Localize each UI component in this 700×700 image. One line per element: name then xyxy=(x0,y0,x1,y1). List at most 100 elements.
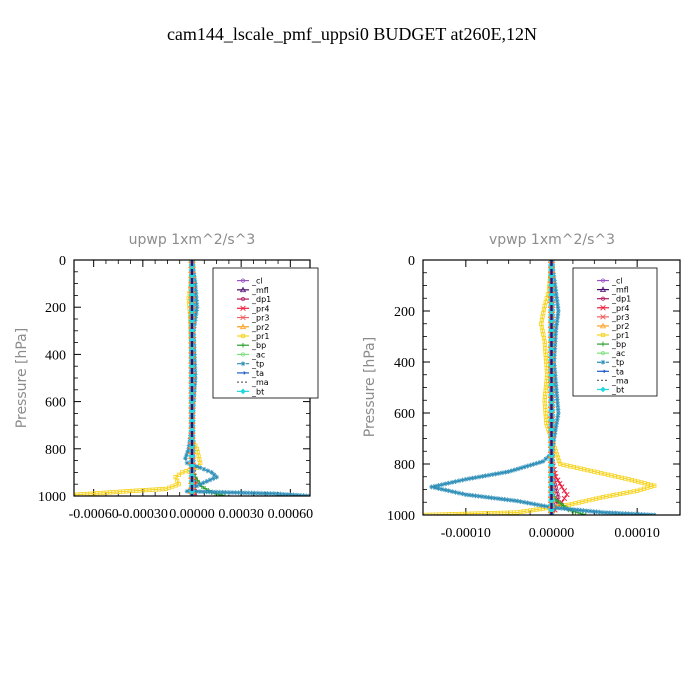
data-point-marker xyxy=(531,501,537,507)
data-point-marker xyxy=(619,511,625,515)
legend-item: _dp1 xyxy=(597,295,631,304)
legend-box xyxy=(212,267,319,399)
y-tick-label: 400 xyxy=(45,348,66,363)
data-point-marker xyxy=(240,314,246,321)
data-point-marker xyxy=(553,329,559,334)
data-point-marker xyxy=(613,510,619,515)
legend-label: _bt xyxy=(251,387,264,396)
data-point-marker xyxy=(176,472,181,477)
data-point-marker xyxy=(531,461,536,467)
data-point-marker xyxy=(469,492,475,498)
data-point-marker xyxy=(184,460,190,466)
data-point-marker xyxy=(559,484,565,490)
data-point-marker xyxy=(463,492,469,497)
legend-label: _cl xyxy=(251,277,263,286)
data-point-marker xyxy=(554,420,560,426)
legend-item: _cl xyxy=(237,277,263,286)
data-point-marker xyxy=(626,511,631,515)
data-point-marker xyxy=(553,335,558,341)
data-point-marker xyxy=(185,449,191,455)
data-point-marker xyxy=(261,490,267,496)
legend-label: _ma xyxy=(611,376,629,385)
data-point-marker xyxy=(553,424,559,429)
data-point-marker xyxy=(555,400,560,406)
data-point-marker xyxy=(554,318,560,324)
data-point-marker xyxy=(552,284,558,290)
data-point-marker xyxy=(535,502,541,508)
data-point-marker xyxy=(240,333,246,339)
y-tick-label: 1000 xyxy=(38,490,66,505)
legend-item: _pr2 xyxy=(597,322,629,331)
data-point-marker xyxy=(553,325,559,331)
data-point-marker xyxy=(183,455,188,461)
data-point-marker xyxy=(193,294,199,300)
data-point-marker xyxy=(553,427,558,433)
legend-item: _mfl xyxy=(237,286,269,295)
data-point-marker xyxy=(240,342,246,348)
data-point-marker xyxy=(473,493,478,499)
legend-item: _ac xyxy=(597,349,625,358)
data-point-marker xyxy=(436,483,441,488)
data-point-marker xyxy=(265,491,270,496)
y-tick-label: 200 xyxy=(394,305,415,320)
data-point-marker xyxy=(449,479,455,485)
series-line xyxy=(423,260,657,515)
data-point-marker xyxy=(258,490,264,496)
data-point-marker xyxy=(281,491,287,496)
data-point-marker xyxy=(498,496,504,502)
legend-item: _pr4 xyxy=(597,304,629,313)
data-point-marker xyxy=(483,473,489,479)
data-point-marker xyxy=(213,489,219,495)
data-point-marker xyxy=(553,386,559,392)
data-point-marker xyxy=(195,477,200,483)
data-point-marker xyxy=(597,509,603,515)
legend-item: _cl xyxy=(597,277,623,286)
data-point-marker xyxy=(201,466,207,472)
data-point-marker xyxy=(600,341,606,347)
data-point-marker xyxy=(485,494,491,500)
tick-group-upwp: 0 200 400 600 800 1000-0.00060-0.00030 0.00000… xyxy=(38,254,313,522)
data-point-marker xyxy=(242,490,248,496)
data-point-marker xyxy=(555,315,560,321)
x-tick-label: 0.00010 xyxy=(614,526,660,541)
legend-label: _ta xyxy=(611,367,624,376)
y-tick-label: 600 xyxy=(394,407,415,422)
data-point-marker xyxy=(639,511,644,515)
data-point-marker xyxy=(578,507,583,513)
legend-item: _bp xyxy=(597,340,626,349)
legend-item: _ta xyxy=(597,367,624,376)
data-point-marker xyxy=(204,478,210,484)
legend-label: _tp xyxy=(611,358,624,367)
x-tick-label: 0.00060 xyxy=(268,507,314,522)
legend-label: _pr3 xyxy=(251,314,269,323)
y-tick-label: 1000 xyxy=(387,509,415,524)
data-point-marker xyxy=(492,495,498,501)
data-point-marker xyxy=(446,480,452,486)
legend-item: _pr1 xyxy=(597,331,629,340)
data-point-marker xyxy=(545,504,551,510)
data-point-marker xyxy=(528,462,533,468)
data-point-marker xyxy=(583,512,589,515)
data-point-marker xyxy=(470,475,475,481)
legend-label: _ac xyxy=(611,349,625,358)
data-point-marker xyxy=(439,482,445,488)
data-point-marker xyxy=(240,371,247,375)
data-point-marker xyxy=(211,472,217,478)
data-point-marker xyxy=(493,471,498,477)
data-point-marker xyxy=(564,491,570,498)
legend-item: _mfl xyxy=(597,286,629,295)
data-point-marker xyxy=(291,492,297,496)
legend-item: _pr4 xyxy=(237,304,269,313)
legend-label: _pr2 xyxy=(611,322,629,331)
data-point-marker xyxy=(239,286,247,293)
data-point-marker xyxy=(245,490,251,496)
x-tick-label: -0.00010 xyxy=(441,526,491,541)
legend-label: _tp xyxy=(251,360,264,369)
data-point-marker xyxy=(632,511,638,515)
tick-group-vpwp: 0 200 400 600 800 1000 -0.00010 0.00000 0.00010 xyxy=(387,254,680,541)
legend-item: _bt xyxy=(597,385,624,394)
data-point-marker xyxy=(192,372,198,378)
data-point-marker xyxy=(502,469,508,475)
x-tick-label: -0.00030 xyxy=(118,507,168,522)
